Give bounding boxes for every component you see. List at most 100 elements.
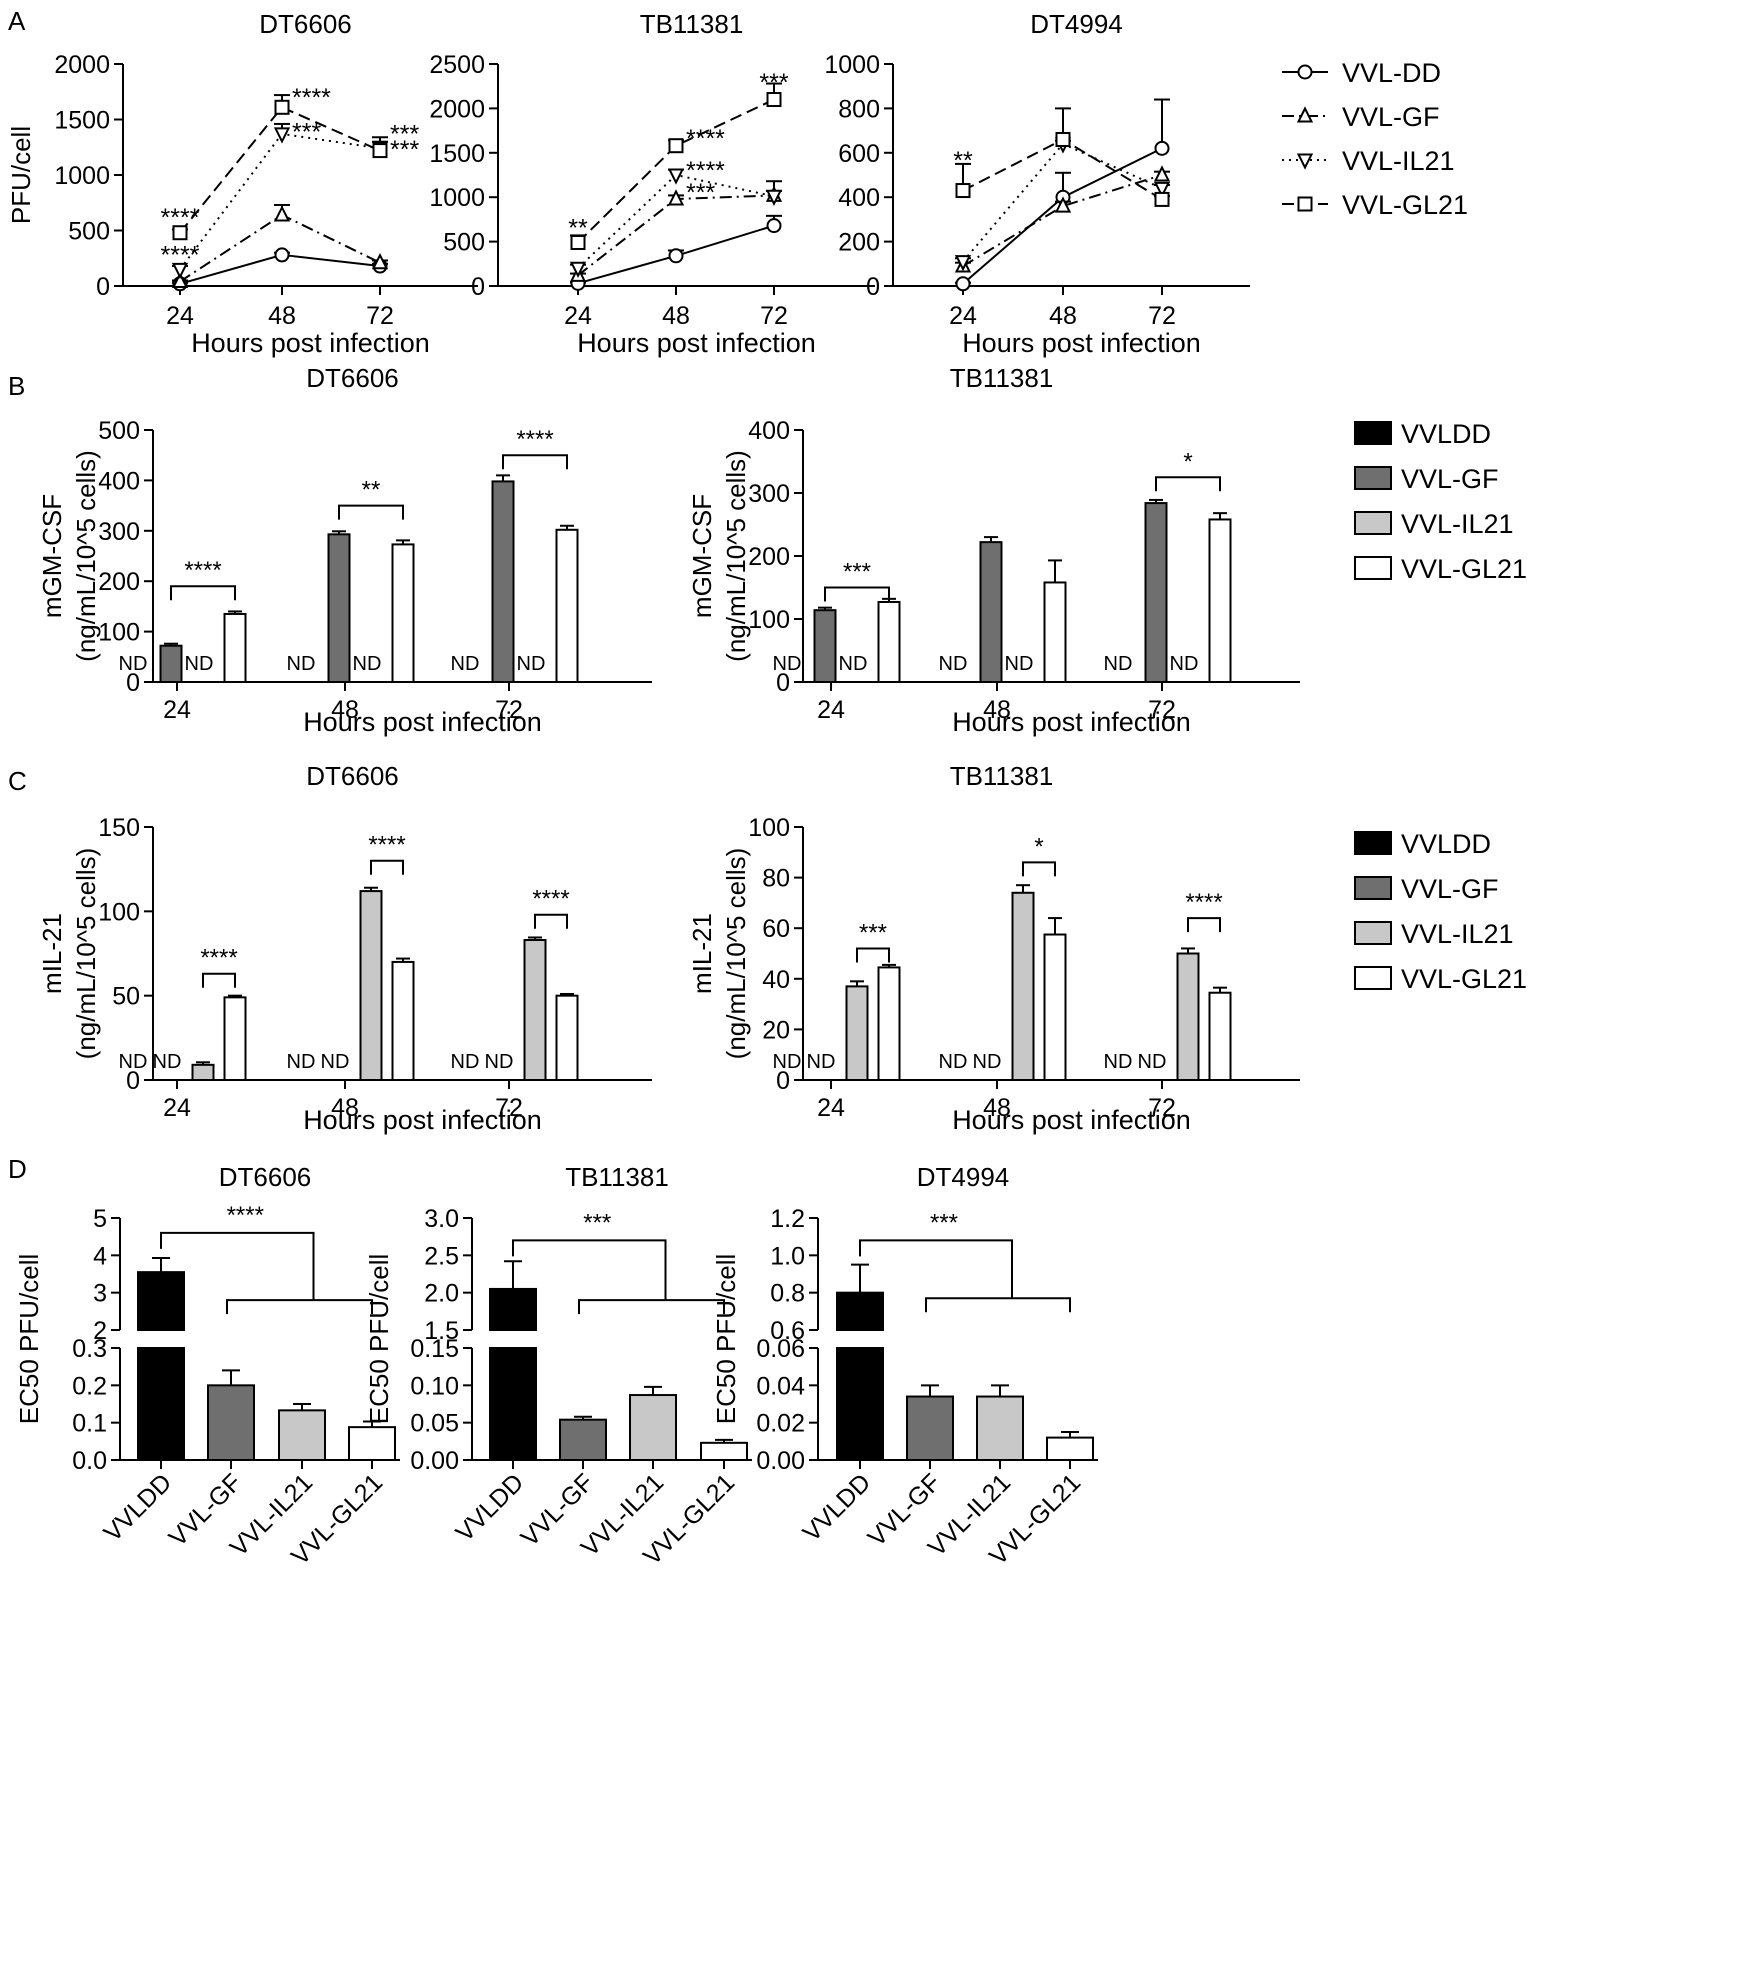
data-point-VVL-GL21 (274, 99, 290, 115)
chart-title: DT4994 (1030, 9, 1123, 39)
x-tick-label: 24 (163, 696, 191, 724)
bar-VVL-GL21 (1208, 518, 1232, 684)
nd-label: ND (185, 653, 214, 675)
legend-swatch-VVL-GL21 (1354, 966, 1392, 990)
legend-swatch-VVL-GF (1354, 466, 1392, 490)
nd-label: ND (839, 653, 868, 675)
chart-title: TB11381 (640, 9, 744, 39)
bar-VVL-GL21 (391, 960, 415, 1082)
y-tick-label: 200 (748, 543, 790, 571)
legend-swatch-VVL-IL21 (1354, 511, 1392, 535)
significance-label: *** (686, 179, 715, 207)
bar-VVL-IL21 (359, 890, 383, 1081)
group-bracket (578, 1299, 725, 1315)
significance-label: **** (161, 242, 200, 270)
nd-label: ND (119, 1051, 148, 1073)
y-axis-label: mIL-21 (687, 913, 717, 994)
y-tick-label: 50 (112, 983, 140, 1011)
x-tick-label: 72 (1148, 696, 1176, 724)
significance-bracket (338, 504, 404, 520)
y-tick-label: 500 (443, 229, 485, 257)
y-tick-label: 600 (838, 140, 880, 168)
significance-bracket (1022, 861, 1056, 877)
series-line-VVL-GF (962, 174, 1163, 267)
y-tick-label: 150 (98, 814, 140, 842)
y-tick-label: 20 (762, 1016, 790, 1044)
x-tick-label: 72 (760, 302, 788, 330)
significance-label: *** (583, 1209, 611, 1236)
panel-C1: 0 50 100 150 DT6606 Hours post infection mIL-2… (8, 761, 652, 1135)
data-point-VVL-GL21 (1154, 191, 1170, 207)
chart-title: DT6606 (306, 761, 399, 791)
chart-title: TB11381 (950, 761, 1054, 791)
x-tick-label: 24 (817, 1094, 845, 1122)
significance-label: **** (368, 832, 405, 859)
bar-VVL-GL21 (1046, 1436, 1094, 1461)
x-tick-label: 24 (166, 302, 194, 330)
x-tick-label: 48 (1049, 302, 1077, 330)
nd-label: ND (517, 653, 546, 675)
data-point-VVL-IL21 (569, 261, 587, 278)
y-tick-label: 2.0 (424, 1280, 459, 1308)
legend-marker-VVL-GL21 (1297, 196, 1313, 212)
significance-bracket (856, 947, 890, 963)
legend-label: VVL-GF (1342, 102, 1440, 132)
y-axis-label: EC50 PFU/cell (364, 1254, 394, 1425)
legend-label: VVLDD (1401, 419, 1491, 449)
bar-VVL-GL21 (877, 966, 901, 1081)
bar-VVL-GF (559, 1418, 607, 1462)
y-tick-label: 0.3 (72, 1335, 107, 1363)
y-axis-label: mGM-CSF (687, 494, 717, 618)
x-axis-label: Hours post infection (303, 1105, 542, 1135)
y-tick-label: 0.6 (770, 1317, 805, 1345)
bar-VVL-IL21 (976, 1395, 1024, 1461)
y-tick-label: 500 (68, 218, 110, 246)
y-tick-label: 0.00 (410, 1447, 459, 1475)
chart-title: DT6606 (259, 9, 352, 39)
y-tick-label: 0.8 (770, 1280, 805, 1308)
y-tick-label: 1.2 (770, 1205, 805, 1233)
y-tick-label: 0.10 (410, 1372, 459, 1400)
y-tick-label: 60 (762, 915, 790, 943)
panel-letter: D (8, 1154, 27, 1184)
y-axis-label-units: (ng/mL/10^5 cells) (71, 848, 101, 1060)
data-point-VVL-GF (171, 271, 189, 289)
data-point-VVL-GF (667, 189, 685, 206)
chart-title: TB11381 (950, 363, 1054, 393)
bar-VVLDD-lower (137, 1347, 185, 1461)
x-tick-label: 72 (495, 1094, 523, 1122)
y-tick-label: 0.15 (410, 1335, 459, 1363)
legend-swatch-VVLDD (1354, 421, 1392, 445)
y-tick-label: 0.0 (72, 1447, 107, 1475)
y-axis-label: mIL-21 (37, 913, 67, 994)
legend-swatch-VVL-GL21 (1354, 556, 1392, 580)
panel-B1: 0 100 200 300 400 500 DT6606 Hours post infecti… (8, 363, 652, 737)
y-tick-label: 1500 (429, 140, 485, 168)
significance-label: ** (953, 147, 973, 175)
nd-label: ND (1170, 653, 1199, 675)
data-point-VVL-GF (1153, 165, 1171, 182)
x-tick-label: 48 (268, 302, 296, 330)
bar-VVL-GF (207, 1384, 255, 1462)
x-axis-label: Hours post infection (191, 328, 430, 358)
legend-label: VVL-GF (1401, 464, 1499, 494)
y-axis-label-units: (ng/mL/10^5 cells) (71, 450, 101, 662)
bar-VVL-GF (813, 609, 837, 683)
nd-label: ND (939, 1051, 968, 1073)
group-bracket (925, 1297, 1071, 1313)
bar-VVL-IL21 (1011, 891, 1035, 1082)
bar-VVL-GL21 (555, 528, 579, 683)
y-tick-label: 500 (98, 417, 140, 445)
y-axis-label-units: (ng/mL/10^5 cells) (721, 450, 751, 662)
significance-label: *** (390, 136, 419, 164)
significance-label: **** (686, 125, 725, 153)
data-point-VVL-IL21 (954, 255, 972, 272)
y-tick-label: 5 (93, 1205, 107, 1233)
y-tick-label: 400 (98, 467, 140, 495)
y-tick-label: 0.00 (756, 1447, 805, 1475)
bar-VVLDD-lower (836, 1347, 884, 1461)
data-point-VVL-GL21 (766, 92, 782, 108)
significance-label: **** (200, 945, 237, 972)
legend: VVLDD VVL-GF VVL-IL21 VVL-GL21 (1354, 829, 1527, 994)
